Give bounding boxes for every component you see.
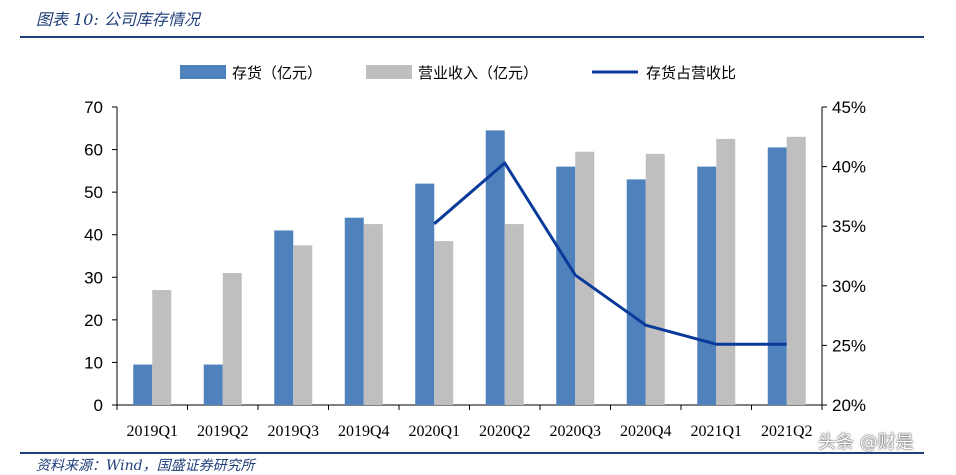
category-label: 2019Q3	[267, 423, 319, 440]
left-tick-label: 20	[84, 311, 103, 330]
right-tick-label: 35%	[832, 217, 866, 236]
legend-label-ratio: 存货占营收比	[646, 64, 736, 82]
legend-swatch-inventory	[180, 65, 226, 79]
inventory-bar	[204, 365, 223, 405]
source-note: 资料来源：Wind，国盛证券研究所	[36, 455, 255, 475]
category-label: 2021Q1	[690, 423, 742, 440]
revenue-bar	[223, 273, 242, 405]
left-tick-label: 0	[94, 396, 103, 415]
inventory-bar	[415, 184, 434, 405]
revenue-bar	[505, 224, 524, 405]
right-tick-label: 45%	[832, 98, 866, 117]
revenue-bar	[434, 241, 453, 405]
right-tick-label: 20%	[832, 396, 866, 415]
revenue-bar	[364, 224, 383, 405]
left-tick-label: 10	[84, 353, 103, 372]
right-tick-label: 40%	[832, 158, 866, 177]
legend-label-inventory: 存货（亿元）	[232, 64, 322, 82]
category-label: 2019Q4	[338, 423, 390, 440]
inventory-bar	[697, 167, 716, 405]
revenue-bar	[787, 137, 806, 405]
category-label: 2019Q2	[197, 423, 249, 440]
inventory-bar	[133, 365, 152, 405]
category-label: 2019Q1	[126, 423, 178, 440]
right-tick-label: 25%	[832, 336, 866, 355]
legend: 存货（亿元） 营业收入（亿元） 存货占营收比	[180, 64, 736, 82]
bars	[133, 130, 806, 405]
revenue-bar	[646, 154, 665, 405]
category-label: 2020Q2	[479, 423, 531, 440]
legend-swatch-revenue	[366, 65, 412, 79]
watermark: 头条 @财是	[818, 428, 914, 454]
inventory-bar	[345, 218, 364, 405]
inventory-bar	[627, 179, 646, 405]
revenue-bar	[293, 245, 312, 405]
inventory-bar	[274, 230, 293, 405]
inventory-bar	[556, 167, 575, 405]
left-tick-label: 40	[84, 226, 103, 245]
footer-rule	[20, 452, 924, 454]
category-label: 2021Q2	[761, 423, 813, 440]
left-tick-label: 70	[84, 98, 103, 117]
revenue-bar	[152, 290, 171, 405]
inventory-bar	[768, 147, 787, 405]
left-tick-label: 30	[84, 268, 103, 287]
category-label: 2020Q1	[408, 423, 460, 440]
legend-label-revenue: 营业收入（亿元）	[418, 64, 538, 82]
right-tick-label: 30%	[832, 277, 866, 296]
category-label: 2020Q4	[620, 423, 672, 440]
left-tick-label: 50	[84, 183, 103, 202]
tick-labels: 0 10 20 30 40 50 60 70 20% 25% 30% 35% 40% 45% 2019Q1 2…	[84, 98, 866, 440]
left-tick-label: 60	[84, 141, 103, 160]
revenue-bar	[716, 139, 735, 405]
category-label: 2020Q3	[549, 423, 601, 440]
